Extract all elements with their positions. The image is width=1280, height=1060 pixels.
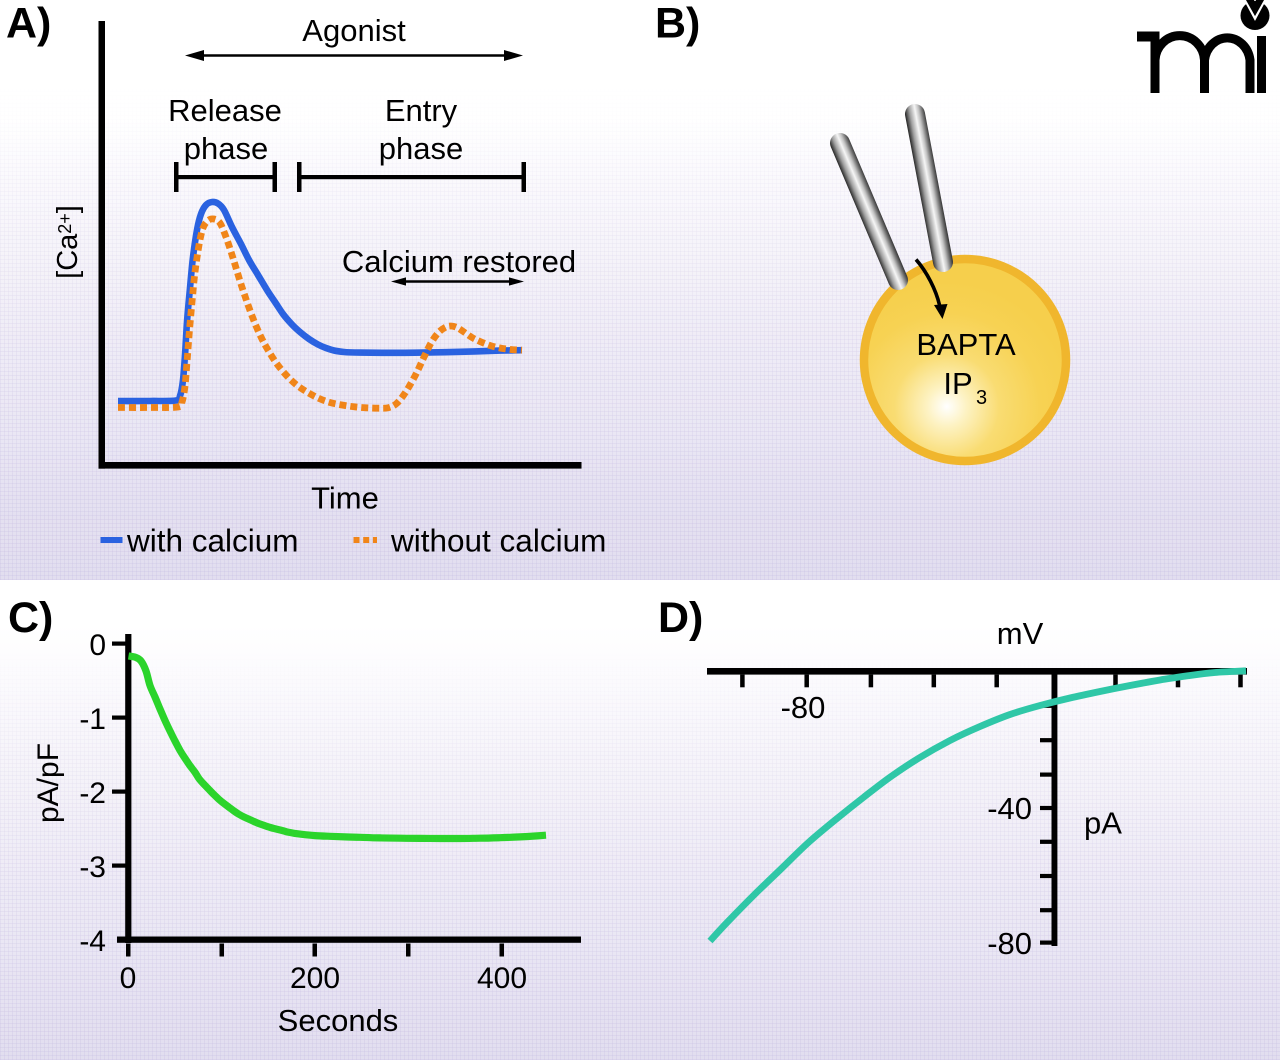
svg-text:phase: phase — [184, 131, 268, 166]
svg-text:Seconds: Seconds — [278, 1003, 399, 1038]
svg-text:Release: Release — [168, 93, 282, 128]
svg-text:BAPTA: BAPTA — [916, 327, 1016, 362]
svg-text:[Ca2+]: [Ca2+] — [52, 205, 84, 279]
svg-text:pA: pA — [1084, 806, 1122, 841]
svg-text:mV: mV — [997, 616, 1044, 651]
svg-text:Calcium restored: Calcium restored — [342, 244, 576, 279]
svg-text:-40: -40 — [987, 791, 1032, 826]
svg-text:IP: IP — [943, 366, 972, 401]
svg-text:-4: -4 — [79, 925, 106, 958]
svg-text:-1: -1 — [79, 703, 106, 736]
svg-text:phase: phase — [379, 131, 463, 166]
svg-text:D): D) — [658, 594, 703, 642]
svg-text:B): B) — [655, 0, 700, 48]
svg-text:Time: Time — [311, 481, 379, 516]
svg-text:-80: -80 — [987, 926, 1032, 961]
svg-text:3: 3 — [976, 387, 987, 409]
svg-text:-3: -3 — [79, 851, 106, 884]
svg-text:C): C) — [8, 594, 53, 642]
svg-text:-2: -2 — [79, 777, 106, 810]
svg-text:-80: -80 — [781, 690, 826, 725]
svg-text:with calcium: with calcium — [126, 523, 299, 559]
svg-text:pA/pF: pA/pF — [32, 743, 65, 823]
svg-text:0: 0 — [89, 629, 106, 662]
svg-text:400: 400 — [477, 962, 527, 995]
svg-text:A): A) — [6, 0, 51, 48]
svg-text:Agonist: Agonist — [302, 13, 406, 48]
svg-text:200: 200 — [290, 962, 340, 995]
svg-text:0: 0 — [120, 962, 137, 995]
svg-text:Entry: Entry — [385, 93, 458, 128]
svg-text:without calcium: without calcium — [390, 523, 606, 559]
